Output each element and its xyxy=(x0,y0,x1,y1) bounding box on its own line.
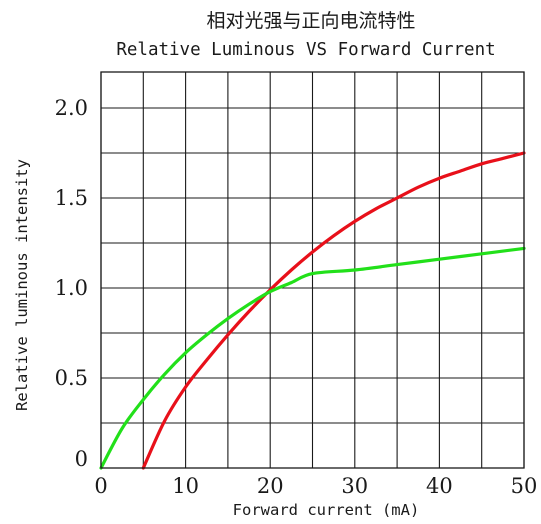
y-tick-labels: 0 0.5 1.0 1.5 2.0 xyxy=(55,96,88,471)
y-tick-label: 1.0 xyxy=(55,276,88,300)
x-tick-label: 20 xyxy=(257,474,284,498)
chart-title: 相对光强与正向电流特性 xyxy=(206,10,415,32)
y-tick-label: 1.5 xyxy=(55,186,88,210)
y-tick-label: 0.5 xyxy=(55,366,88,390)
x-tick-label: 0 xyxy=(94,474,107,498)
x-tick-label: 50 xyxy=(511,474,538,498)
x-axis-label: Forward current (mA) xyxy=(233,501,420,519)
x-tick-labels: 0 10 20 30 40 50 xyxy=(94,474,537,498)
x-tick-label: 10 xyxy=(172,474,199,498)
y-tick-label: 2.0 xyxy=(55,96,88,120)
x-tick-label: 40 xyxy=(426,474,453,498)
series-line-green xyxy=(99,246,526,470)
chart-subtitle: Relative Luminous VS Forward Current xyxy=(116,40,495,60)
y-tick-label: 0 xyxy=(75,447,88,471)
series-lines xyxy=(99,151,526,470)
y-axis-label: Relative luminous intensity xyxy=(13,159,31,411)
grid-lines xyxy=(100,72,525,469)
x-tick-label: 30 xyxy=(341,474,368,498)
series-line-red xyxy=(141,151,526,470)
plot-frame xyxy=(100,71,525,469)
